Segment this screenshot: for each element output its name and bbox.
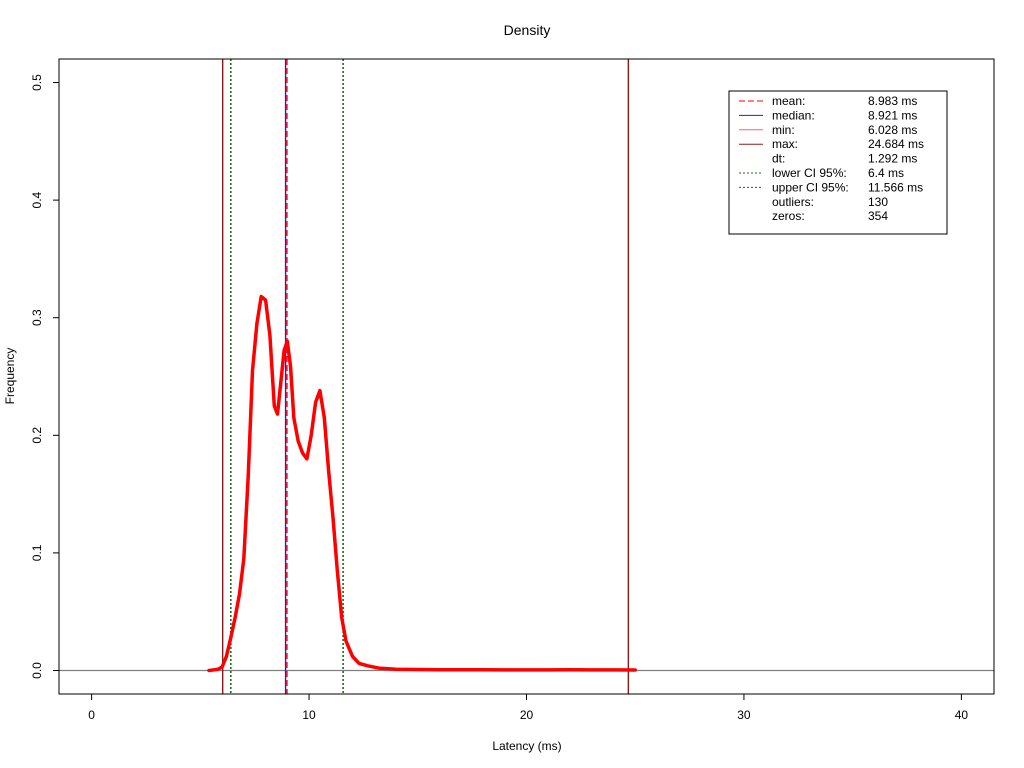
y-axis-label: Frequency bbox=[3, 348, 17, 405]
legend-label: upper CI 95%: bbox=[772, 180, 849, 194]
legend-value: 6.4 ms bbox=[868, 166, 904, 180]
y-tick-label: 0.1 bbox=[30, 544, 44, 561]
y-tick-label: 0.0 bbox=[30, 662, 44, 679]
legend-label: median: bbox=[772, 108, 815, 122]
legend-label: outliers: bbox=[772, 195, 814, 209]
x-tick-label: 20 bbox=[520, 708, 534, 722]
legend-value: 354 bbox=[868, 209, 888, 223]
axis-ticks: 0 10 20 30 40 0.0 0.1 0.2 0.3 0.4 0.5 bbox=[30, 74, 968, 722]
y-tick-label: 0.3 bbox=[30, 309, 44, 326]
legend-value: 130 bbox=[868, 195, 888, 209]
y-tick-label: 0.4 bbox=[30, 191, 44, 208]
plot-area bbox=[59, 59, 994, 694]
y-tick-label: 0.2 bbox=[30, 427, 44, 444]
x-tick-label: 40 bbox=[955, 708, 969, 722]
chart-title: Density bbox=[504, 22, 551, 38]
legend: mean: 8.983 ms median: 8.921 ms min: 6.028 ms… bbox=[728, 90, 948, 235]
y-tick-label: 0.5 bbox=[30, 74, 44, 91]
legend-label: dt: bbox=[772, 152, 785, 166]
legend-value: 8.921 ms bbox=[868, 108, 917, 122]
legend-label: max: bbox=[772, 137, 798, 151]
legend-value: 11.566 ms bbox=[868, 180, 923, 194]
x-tick-label: 0 bbox=[88, 708, 95, 722]
legend-label: mean: bbox=[772, 94, 805, 108]
legend-label: min: bbox=[772, 123, 795, 137]
legend-value: 6.028 ms bbox=[868, 123, 917, 137]
legend-label: lower CI 95%: bbox=[772, 166, 847, 180]
legend-value: 1.292 ms bbox=[868, 152, 917, 166]
density-curve bbox=[207, 294, 637, 673]
x-tick-label: 30 bbox=[737, 708, 751, 722]
legend-value: 24.684 ms bbox=[868, 137, 924, 151]
legend-box bbox=[728, 90, 948, 235]
legend-value: 8.983 ms bbox=[868, 94, 917, 108]
legend-label: zeros: bbox=[772, 209, 805, 223]
x-tick-label: 10 bbox=[302, 708, 316, 722]
x-axis-label: Latency (ms) bbox=[492, 739, 561, 753]
